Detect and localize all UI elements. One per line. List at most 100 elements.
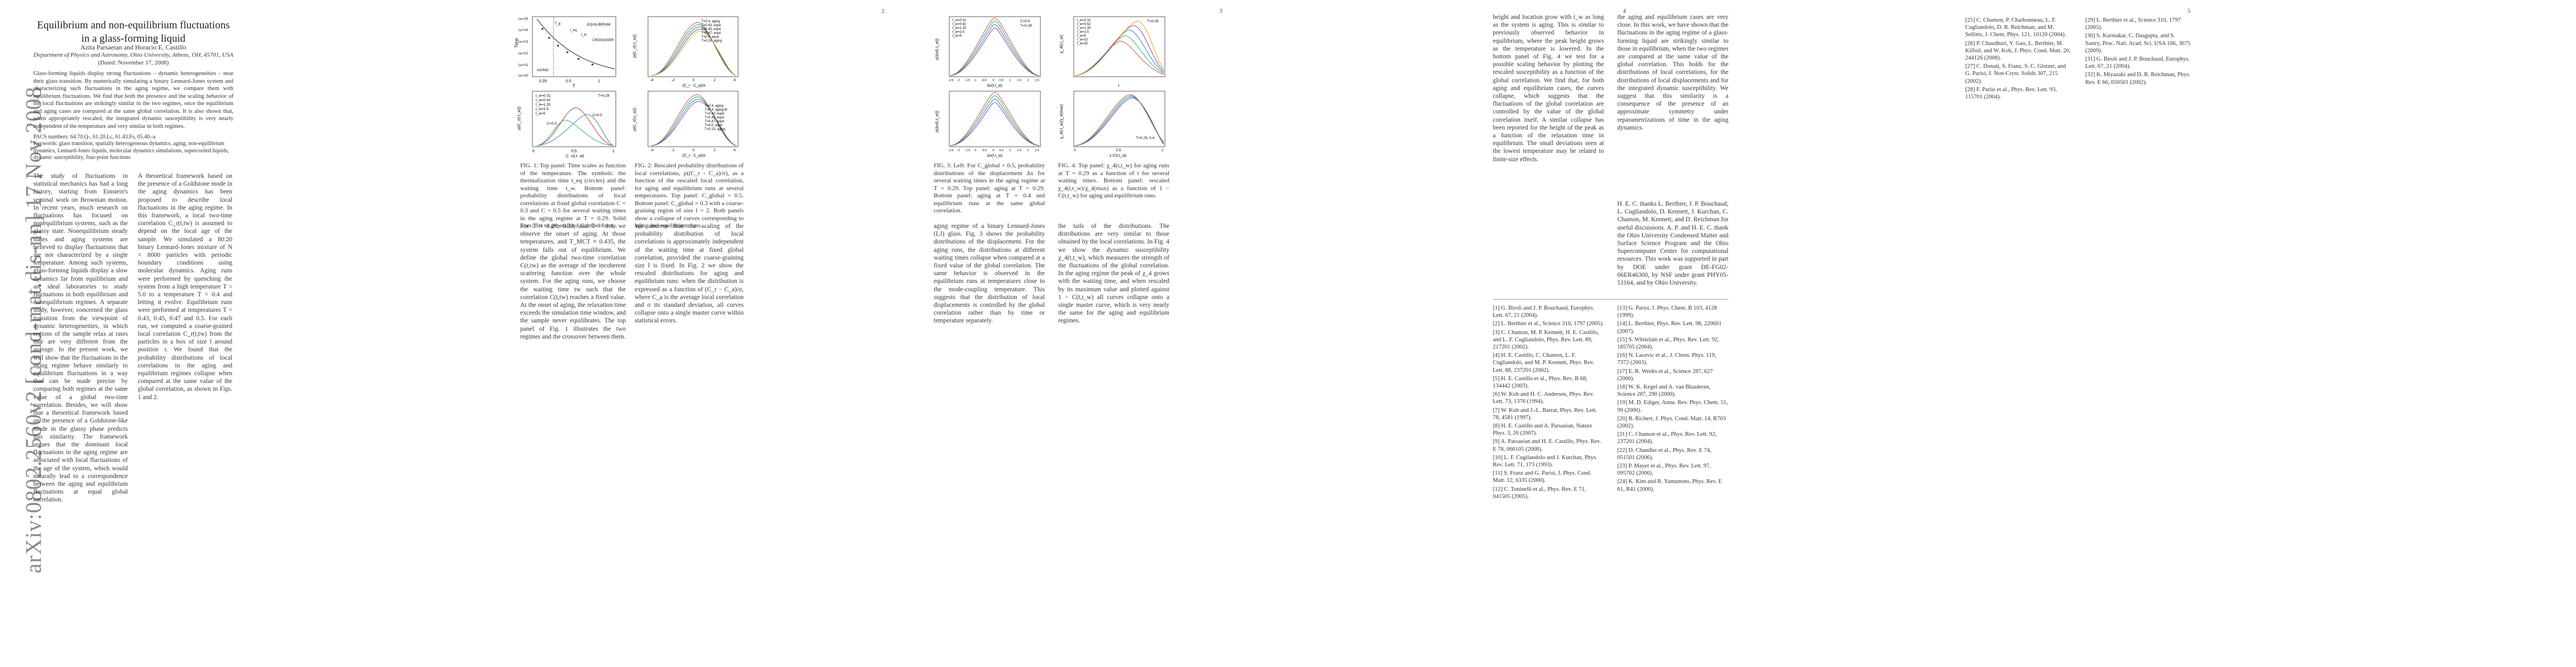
reference-entry: [8] H. E. Castillo and A. Parsaeian, Nat… [1493,423,1592,437]
fig3-top-curves [950,17,1040,76]
fig4-top-ylabel: χ_4(t,t_w) [1059,34,1064,53]
fig2-bottom-legend-entry: T=0.23, aging [705,128,725,131]
reference-entry: [1] G. Biroli and J. P. Bouchaud, Europh… [1493,305,1595,319]
fig4-bottom-xtick: 0.5 [1116,148,1121,152]
fig2-bottom-legend-entry: T=0.5, equil [705,124,723,127]
fig2-top-legend-entry: T=0.4, aging [701,20,720,23]
fig3-bottom-xtick: -2.5 [948,149,953,152]
fig4-bottom-curve [1074,97,1164,146]
fig4-annot-bottom: T=0.29, 0.4 [1136,136,1154,140]
reference-entry: [25] C. Chamon, P. Charbonneau, L. F. Cu… [1965,17,2066,38]
fig3-bottom-curve [950,102,1040,146]
fig2-top-axes [647,16,739,77]
page4-column-2: the aging and equilibrium cases are very… [1617,14,1728,131]
pacs-numbers: PACS numbers: 64.70.Q-, 61.20.Lc, 61.43.… [33,134,156,140]
fig3-top-ylabel: ρ(Δx(t,t_w)) [934,38,939,60]
fig2-top-legend-entry: T=0.47, equil [701,32,721,35]
fig4-annot-top: T=0.29 [1147,19,1159,23]
fig4-top-curve [1074,35,1164,76]
fig2-top-curve [651,26,736,76]
fig4-legend-entry: t_w=20 [1077,42,1088,46]
reference-entry: [22] D. Chandler et al., Phys. Rev. E 74… [1617,447,1712,461]
fig1-teq-curve [536,18,615,69]
fig2-bottom-legend-entry: T=0.47, equil [705,120,724,123]
page2-column-1: For T = 0.29, 0.33, and T = 0.4, we obse… [520,223,626,340]
reference-entry: [21] C. Chamon et al., Phys. Rev. Lett. … [1617,431,1717,445]
fig3-bottom-curve [950,98,1040,146]
reference-entry: [30] S. Karmakar, C. Dasgupta, and S. Sa… [2085,33,2191,54]
reference-entry: [17] E. R. Weeks et al., Science 287, 62… [1617,368,1713,382]
fig3-bottom-xtick: -0.5 [981,149,986,152]
fig3-legend-entry: t_w=0.31 [953,19,966,22]
fig3-xtick: -1.5 [965,79,970,82]
figure-1: Time 1e+05 1e+04 1e+03 1e+02 1e+01 1e+00… [515,13,620,158]
fig3-top-curve [950,17,1040,76]
reference-entry: [32] K. Miyazaki and D. R. Reichman, Phy… [2085,72,2190,86]
fig4-legend-entry: t_w=0.31 [1077,19,1091,22]
fig1-ytick: 1e+00 [518,74,529,78]
fig1-bottom-xtick: 0 [532,150,535,153]
fig3-xtick: 2 [1027,79,1029,82]
reference-entry: [27] C. Donati, S. Franz, S. C. Glotzer,… [1965,63,2066,84]
fig2-bottom-xtick: 4 [734,148,736,152]
fig2-bottom-xtick: -4 [650,148,654,152]
fig3-annot-t: T=0.29 [1020,24,1032,28]
fig1-ytick: 1e+02 [518,52,529,56]
page-number: 4 [1623,8,1626,14]
fig2-bottom-legend-entry: T=0.45, equil [705,116,724,120]
abstract: Glass-forming liquids display strong flu… [33,71,233,130]
fig3-bottom-curves [950,92,1040,146]
fig1-ytick: 1e+01 [518,63,529,67]
fig4-bottom-ylabel: χ_4(t,t_w)/χ_4(max) [1060,104,1064,139]
reference-entry: [5] H. E. Castillo et al., Phys. Rev. B … [1493,375,1588,390]
fig1-bottom-xlabel: C_r(t,t_w) [566,153,584,158]
fig2-top-curve [651,24,736,76]
fig1-label-tw: t_w [581,33,587,37]
fig4-top-curves [1074,21,1164,76]
reference-entry: [24] K. Kim and R. Yamamoto, Phys. Rev. … [1617,479,1722,492]
fig2-bottom-ylabel: ρ(C_r(t,t_w)) [632,107,637,131]
intro-column-1: The study of fluctuations in statistical… [33,173,128,504]
fig3-xtick: 1 [1009,79,1011,82]
fig3-top-xticks: -2.5 -2 -1.5 -1 -0.5 0 0.5 1 1.5 2 2.5 [948,79,1039,82]
fig1-xtick: 1 [598,79,600,83]
fig3-bottom-ylabel: ρ(Δx(t,t_w)) [934,111,939,132]
page-number: 5 [2188,8,2191,14]
fig1-legend: t_w=0.31 t_w=0.62 t_w=1.25 t_w=2.5 t_w=5 [536,94,551,116]
fig3-bottom-xtick: -1.5 [965,149,970,152]
fig2-xtick: 2 [714,78,716,82]
page3-column-1: aging regime of a binary Lennard-Jones (… [934,223,1045,325]
fig2-bottom-legend-entry: T=0.43, equil [705,112,724,116]
fig3-bottom-axes [949,91,1041,147]
fig2-top-xlabel: (C_r - C_a)/σ [682,84,706,88]
fig4-top-axes [1073,16,1165,77]
fig3-legend-entry: t_w=0.62 [953,23,966,26]
fig2-xtick: -2 [671,78,675,82]
fig1-bottom-xtick: 1 [612,150,615,153]
fig2-bottom-xlabel: (C_r - C_a)/σ [682,154,706,158]
fig1-legend-entry: t_w=1.25 [536,103,551,107]
fig3-bottom-xticks: -2.5 -2 -1.5 -1 -0.5 0 0.5 1 1.5 2 2.5 [948,149,1039,152]
reference-entry: [4] H. E. Castillo, C. Chamon, L. F. Cug… [1493,352,1595,374]
fig1-label-crossover: CROSSOVER [592,39,614,42]
fig1-bottom-ylabel: ρ(C_r(t,t_w)) [516,106,521,130]
reference-entry: [16] N. Lacevic et al., J. Chem. Phys. 1… [1617,352,1716,366]
fig1-legend-entry: t_w=0.31 [536,94,551,98]
fig2-bottom-curve [651,101,736,146]
fig1-dist-curve-1 [536,107,614,146]
fig2-bottom-xtick: 2 [714,148,716,152]
fig4-legend-entry: t_w=2.5 [1077,31,1089,34]
fig1-ytick: 1e+05 [518,17,529,21]
fig2-xtick: -4 [650,78,654,82]
date: (Dated: November 17, 2008) [98,59,169,66]
fig1-legend-entry: t_w=2.5 [536,107,549,111]
reference-entry: [3] C. Chamon, M. P. Kennett, H. E. Cast… [1493,329,1599,351]
fig3-bottom-xtick: 0.5 [999,149,1004,152]
fig1-bottom-xtick: 0.5 [571,150,577,153]
figure-3: ρ(Δx(t,t_w)) t_w=0.31 t_w=0.62 t_w=1.25 … [934,13,1045,158]
fig3-xtick: 0.5 [999,79,1004,82]
acknowledgements: H. E. C. thanks L. Berthier, J. P. Bouch… [1617,201,1728,287]
fig3-bottom-xtick: 1 [1009,149,1011,152]
fig2-top-curves [651,22,736,76]
fig4-bottom-xtick: 0 [1074,148,1076,152]
